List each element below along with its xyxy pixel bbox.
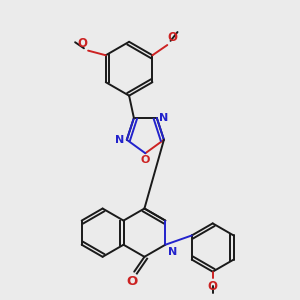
Text: O: O [77,37,87,50]
Text: N: N [168,247,177,256]
Text: O: O [141,155,150,165]
Text: O: O [168,31,178,44]
Text: N: N [159,113,168,123]
Text: N: N [115,135,124,145]
Text: O: O [208,280,218,292]
Text: O: O [127,275,138,288]
